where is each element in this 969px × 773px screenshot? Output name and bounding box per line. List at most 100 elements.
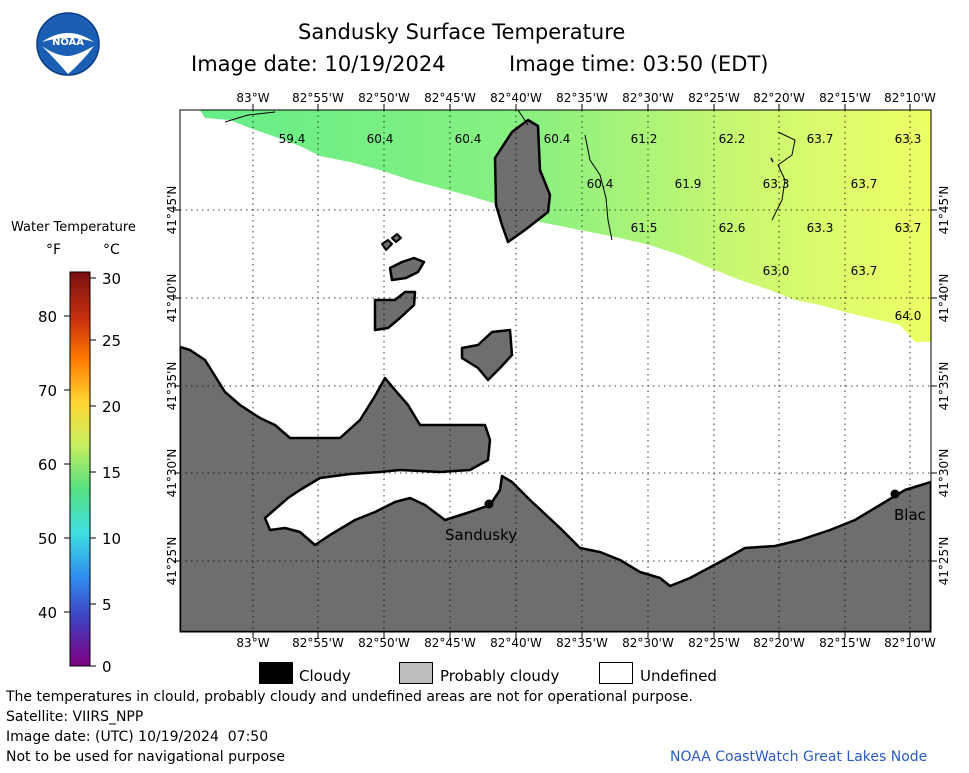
temp-value: 62.6 (719, 221, 746, 235)
lon-label-bottom: 82°45'W (424, 636, 476, 650)
colorbar-c-tick: 20 (102, 398, 121, 416)
key-cloudy-swatch (259, 662, 293, 684)
colorbar-c-tick: 5 (102, 596, 112, 614)
lat-label-left: 41°35'N (165, 362, 179, 411)
lon-label-top: 82°40'W (490, 91, 542, 105)
temp-value: 60.4 (367, 132, 394, 146)
island-middle-bass (388, 256, 426, 282)
lon-label-bottom: 82°30'W (622, 636, 674, 650)
temp-value: 60.4 (455, 132, 482, 146)
colorbar-c-tick: 30 (102, 270, 121, 288)
key-undefined-swatch (599, 662, 633, 684)
colorbar-f-tick: 50 (38, 530, 57, 548)
noaa-logo-text: NOAA (52, 37, 84, 48)
temp-value: 61.2 (631, 132, 658, 146)
lat-label-right: 41°40'N (937, 274, 951, 323)
border-line (584, 134, 613, 241)
page-title: Sandusky Surface Temperature (298, 20, 626, 44)
lon-label-bottom: 82°50'W (358, 636, 410, 650)
city-marker-black-river (890, 489, 900, 499)
lat-label-left: 41°40'N (165, 274, 179, 323)
lon-label-top: 82°30'W (622, 91, 674, 105)
key-probably-cloudy-label: Probably cloudy (440, 667, 560, 685)
colorbar-title: Water Temperature (11, 220, 136, 235)
lat-label-right: 41°25'N (937, 537, 951, 586)
temp-value: 64.0 (895, 309, 922, 323)
lat-label-right: 41°30'N (937, 449, 951, 498)
lat-label-left: 41°30'N (165, 449, 179, 498)
marblehead-peninsula (493, 118, 552, 244)
temp-value: 63.7 (807, 132, 834, 146)
key-probably-cloudy-swatch (399, 662, 433, 684)
lon-label-top: 82°10'W (884, 91, 936, 105)
lon-label-top: 82°20'W (753, 91, 805, 105)
temp-value: 61.5 (631, 221, 658, 235)
lon-label-bottom: 82°55'W (292, 636, 344, 650)
temp-value: 59.4 (279, 132, 306, 146)
sst-map: 59.4 60.4 60.4 60.4 61.2 62.2 63.7 63.3 … (165, 91, 951, 650)
footer-credit: NOAA CoastWatch Great Lakes Node (670, 749, 928, 765)
island-north-bass-2 (391, 233, 402, 243)
footer-utc-date: Image date: (UTC) 10/19/2024 07:50 (6, 729, 269, 745)
border-line (770, 157, 774, 163)
colorbar-unit-f: °F (46, 242, 62, 258)
border-line (771, 131, 796, 221)
lon-label-top: 82°15'W (819, 91, 871, 105)
colorbar-c-tick: 25 (102, 332, 121, 350)
temp-value: 63.7 (895, 221, 922, 235)
lon-label-top: 82°35'W (556, 91, 608, 105)
island-south-bass (373, 290, 417, 332)
lon-label-top: 82°25'W (688, 91, 740, 105)
island-north-bass-1 (381, 239, 393, 251)
temp-value: 63.3 (895, 132, 922, 146)
image-time: Image time: 03:50 (EDT) (509, 52, 769, 76)
image-date: Image date: 10/19/2024 (191, 52, 446, 76)
colorbar-f-tick: 40 (38, 604, 57, 622)
colorbar-unit-c: °C (103, 242, 120, 258)
temp-value: 63.3 (807, 221, 834, 235)
colorbar-gradient (69, 271, 91, 667)
lon-label-top: 82°45'W (424, 91, 476, 105)
lon-label-bottom: 82°40'W (490, 636, 542, 650)
temp-value: 61.9 (675, 177, 702, 191)
footer-disclaimer: The temperatures in clould, probably clo… (6, 689, 693, 705)
lat-label-right: 41°35'N (937, 362, 951, 411)
colorbar-f-tick: 70 (38, 382, 57, 400)
temp-value: 60.4 (587, 177, 614, 191)
temp-value: 63.7 (851, 177, 878, 191)
lat-label-left: 41°45'N (165, 186, 179, 235)
temp-value: 63.0 (763, 264, 790, 278)
lat-label-left: 41°25'N (165, 537, 179, 586)
temp-value: 62.2 (719, 132, 746, 146)
lon-label-bottom: 83°W (236, 636, 269, 650)
lon-label-bottom: 82°10'W (884, 636, 936, 650)
temp-value: 63.3 (763, 177, 790, 191)
city-label-sandusky: Sandusky (445, 526, 517, 544)
key-cloudy-label: Cloudy (299, 667, 351, 685)
lat-label-right: 41°45'N (937, 186, 951, 235)
colorbar-f-tick: 60 (38, 456, 57, 474)
key-undefined-label: Undefined (640, 667, 717, 685)
colorbar-c-tick: 0 (102, 658, 112, 676)
lon-label-bottom: 82°20'W (753, 636, 805, 650)
colorbar: 80 70 60 50 40 30 25 20 15 10 5 0 (38, 270, 121, 676)
colorbar-c-tick: 15 (102, 464, 121, 482)
lon-label-top: 82°55'W (292, 91, 344, 105)
temperature-field (200, 110, 931, 342)
lon-label-bottom: 82°25'W (688, 636, 740, 650)
border-line (517, 110, 529, 126)
temp-value: 63.7 (851, 264, 878, 278)
noaa-logo: NOAA (36, 12, 100, 76)
lon-label-top: 83°W (236, 91, 269, 105)
footer-nav-warning: Not to be used for navigational purpose (6, 749, 285, 765)
colorbar-c-tick: 10 (102, 530, 121, 548)
kelleys-island (460, 328, 514, 382)
city-marker-sandusky (484, 499, 494, 509)
footer-satellite: Satellite: VIIRS_NPP (6, 709, 144, 725)
lon-label-top: 82°50'W (358, 91, 410, 105)
lon-label-bottom: 82°35'W (556, 636, 608, 650)
lon-label-bottom: 82°15'W (819, 636, 871, 650)
city-label-black-river: Blac (894, 506, 926, 524)
colorbar-f-tick: 80 (38, 308, 57, 326)
noaa-logo-icon: NOAA (36, 12, 100, 76)
